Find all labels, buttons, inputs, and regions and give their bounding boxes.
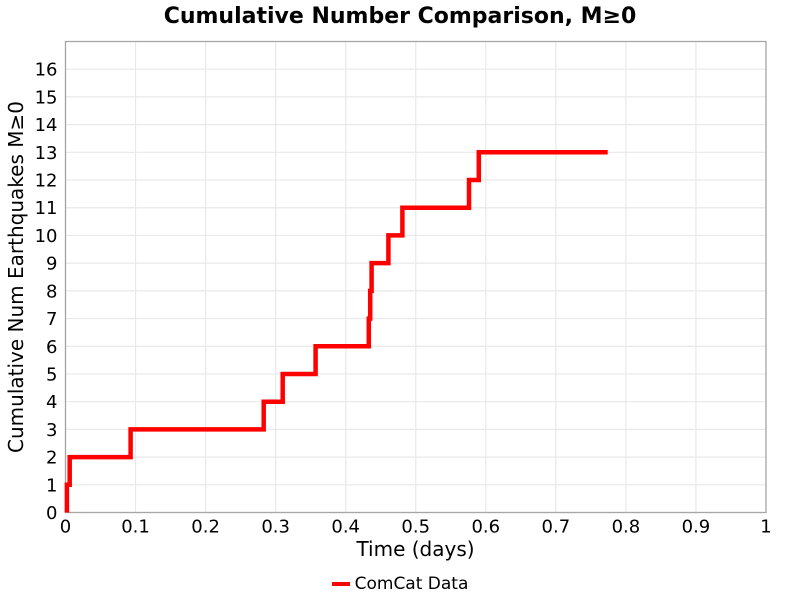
legend-line-marker: [331, 581, 350, 587]
y-tick-label: 0: [46, 503, 57, 524]
x-tick-label: 0.1: [121, 517, 150, 538]
y-tick-label: 5: [46, 364, 57, 385]
legend-label: ComCat Data: [354, 574, 469, 594]
x-tick-label: 0.5: [401, 517, 430, 538]
chart-title: Cumulative Number Comparison, M≥0: [163, 4, 637, 29]
x-tick-label: 0.6: [471, 517, 500, 538]
y-tick-label: 7: [46, 309, 57, 330]
x-tick-label: 0.3: [261, 517, 290, 538]
x-tick-label: 0.8: [612, 517, 641, 538]
y-tick-label: 1: [46, 475, 57, 496]
y-tick-label: 4: [46, 392, 57, 413]
x-axis-label: Time (days): [356, 537, 475, 561]
y-tick-label: 15: [35, 87, 58, 108]
y-tick-label: 8: [46, 281, 57, 302]
data-series-line: [64, 150, 608, 513]
y-tick-label: 16: [35, 60, 58, 81]
y-tick-label: 9: [46, 254, 57, 275]
x-tick-label: 0: [60, 517, 71, 538]
legend: ComCat Data: [0, 572, 800, 596]
y-tick-label: 12: [35, 171, 58, 192]
y-tick-label: 13: [35, 143, 58, 164]
x-tick-label: 0.4: [331, 517, 360, 538]
y-tick-label: 2: [46, 448, 57, 469]
y-tick-label: 11: [35, 198, 58, 219]
x-tick-label: 0.2: [191, 517, 220, 538]
y-tick-label: 3: [46, 420, 57, 441]
x-tick-label: 0.9: [682, 517, 711, 538]
x-tick-label: 0.7: [542, 517, 571, 538]
y-tick-label: 10: [35, 226, 58, 247]
x-tick-label: 1: [760, 517, 771, 538]
plot-border: [64, 40, 767, 514]
y-tick-label: 6: [46, 337, 57, 358]
y-tick-label: 14: [35, 115, 58, 136]
